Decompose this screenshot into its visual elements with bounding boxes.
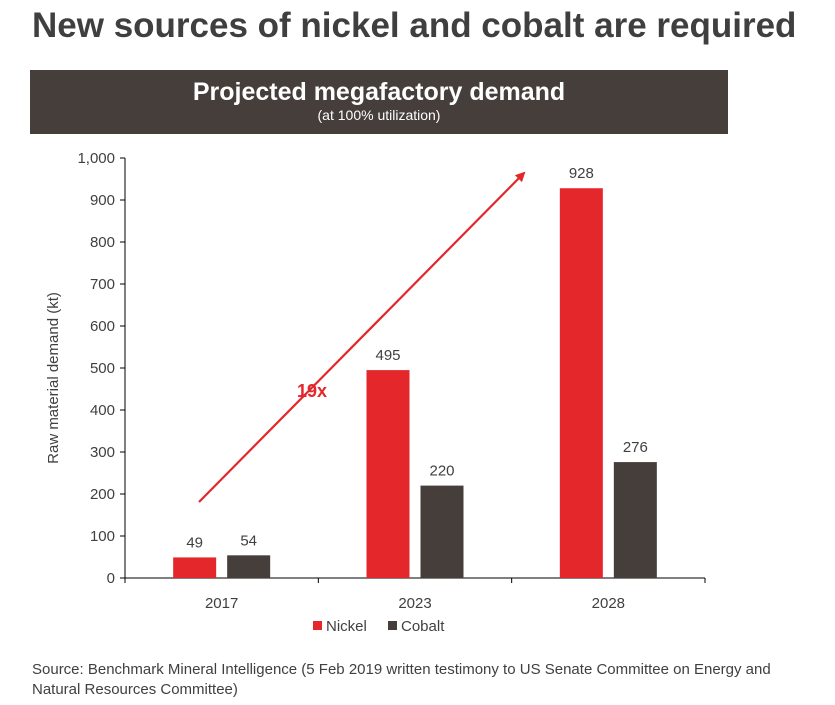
legend-swatch-nickel (313, 621, 322, 630)
chart-bars (173, 188, 657, 579)
y-tick-label: 0 (107, 570, 115, 587)
y-tick-label: 100 (90, 528, 115, 545)
y-tick-label: 200 (90, 486, 115, 503)
y-tick-label: 300 (90, 444, 115, 461)
x-tick-label: 2017 (205, 595, 238, 612)
y-tick-label: 500 (90, 360, 115, 377)
data-label-nickel-2017: 49 (186, 534, 203, 551)
bar-nickel-2023 (366, 370, 410, 578)
data-label-cobalt-2017: 54 (240, 532, 257, 549)
data-label-cobalt-2028: 276 (623, 439, 648, 456)
y-tick-label: 700 (90, 276, 115, 293)
y-tick-label: 600 (90, 318, 115, 335)
legend-swatch-cobalt (388, 621, 397, 630)
page-headline: New sources of nickel and cobalt are req… (32, 6, 797, 45)
growth-label: 19x (297, 381, 327, 401)
y-axis-title: Raw material demand (kt) (45, 292, 62, 464)
growth-annotation: 19x (198, 171, 526, 503)
data-label-nickel-2023: 495 (375, 347, 400, 364)
chart-data-labels: 49 54 495 220 928 276 (186, 165, 648, 551)
chart-subtitle: (at 100% utilization) (317, 107, 441, 123)
y-tick-label: 400 (90, 402, 115, 419)
chart-legend: Nickel Cobalt (313, 618, 445, 635)
source-note: Source: Benchmark Mineral Intelligence (… (32, 661, 771, 698)
bar-cobalt-2017 (227, 555, 271, 578)
data-label-nickel-2028: 928 (569, 165, 594, 182)
bar-nickel-2017 (173, 557, 217, 578)
legend-label-cobalt: Cobalt (401, 618, 445, 635)
x-tick-label: 2028 (592, 595, 625, 612)
y-tick-label: 800 (90, 234, 115, 251)
y-tick-label: 1,000 (77, 150, 115, 167)
bar-nickel-2028 (559, 188, 603, 579)
chart-title: Projected megafactory demand (192, 78, 566, 106)
growth-arrow (198, 171, 526, 503)
x-tick-label: 2023 (398, 595, 431, 612)
chart-axes: 0 100 200 300 400 500 600 700 800 900 1,000 Raw mat… (45, 150, 706, 612)
chart-title-banner: Projected megafactory demand (at 100% ut… (30, 70, 728, 134)
bar-cobalt-2023 (420, 485, 464, 578)
legend-label-nickel: Nickel (326, 618, 367, 635)
y-tick-label: 900 (90, 192, 115, 209)
bar-cobalt-2028 (613, 462, 657, 578)
data-label-cobalt-2023: 220 (429, 463, 454, 480)
